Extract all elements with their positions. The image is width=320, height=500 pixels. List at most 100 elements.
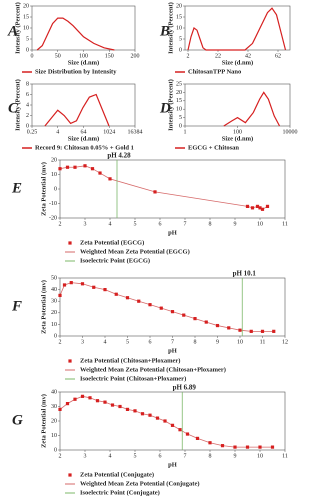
legend-label: Weighted Mean Zeta Potential (EGCG) (80, 248, 190, 255)
x-tick-label: 1024 (103, 129, 115, 135)
isoelectric-label: pH 10.1 (233, 270, 257, 278)
y-tick-label: 40 (51, 389, 57, 395)
series-line (36, 17, 115, 51)
x-tick-label: 2 (59, 339, 62, 345)
y-tick-label: 5 (26, 36, 29, 42)
x-tick-label: 3 (81, 339, 84, 345)
x-tick-label: 4 (109, 221, 112, 227)
y-tick-label: 10 (51, 433, 57, 439)
x-tick-label: 50 (55, 53, 61, 59)
x-tick-label: 62 (275, 53, 281, 59)
x-axis-label: Size (d.nm) (68, 135, 99, 142)
y-tick-label: 5 (179, 115, 182, 121)
x-axis-label: Size (d.nm) (68, 59, 99, 66)
y-tick-label: -20 (49, 215, 57, 221)
isoelectric-label: pH 4.28 (107, 152, 131, 160)
series-line (44, 93, 110, 127)
data-point (258, 445, 262, 449)
y-tick-label: 8 (26, 81, 29, 87)
x-axis-label: Size (d.nm) (222, 59, 253, 66)
data-point (69, 281, 73, 285)
data-point (148, 413, 152, 417)
data-point (155, 416, 160, 420)
legend-label: Zeta Potential (Chitosan+Ploxamer) (80, 357, 180, 364)
y-axis-label: Intensity (Percent) (14, 2, 21, 54)
data-point (220, 444, 225, 448)
x-tick-label: 200 (131, 53, 140, 59)
data-point (265, 204, 270, 208)
x-tick-label: 11 (282, 221, 288, 227)
y-tick-label: 10 (51, 322, 57, 328)
data-point (73, 397, 77, 401)
x-tick-label: 2 (59, 453, 62, 459)
data-point (260, 329, 265, 333)
data-point (73, 165, 77, 169)
y-tick-label: 20 (176, 3, 182, 9)
x-tick-label: 10 (237, 339, 243, 345)
y-tick-label: 15 (23, 14, 29, 20)
x-tick-label: 8 (209, 221, 212, 227)
x-tick-label: 10 (257, 221, 263, 227)
y-tick-label: 10 (176, 107, 182, 113)
data-point (227, 326, 231, 330)
x-tick-label: 11 (282, 453, 288, 459)
y-axis-label: Zeta Potential (mv) (40, 162, 47, 216)
legend-swatch (68, 359, 72, 363)
plot-frame (184, 5, 291, 51)
x-tick-label: 22 (215, 53, 221, 59)
y-tick-label: 15 (176, 14, 182, 20)
y-tick-label: 6 (26, 92, 29, 98)
x-tick-label: 0.25 (27, 129, 38, 135)
x-tick-label: 5 (134, 453, 137, 459)
data-point (125, 296, 130, 300)
x-tick-label: 9 (234, 221, 237, 227)
y-tick-label: 0 (26, 123, 29, 129)
x-tick-label: 9 (234, 453, 237, 459)
panel-letter: A (7, 23, 18, 39)
data-point (95, 399, 100, 403)
legend-label: Size Distribution by Intensity (35, 68, 117, 75)
x-tick-label: 12 (282, 339, 288, 345)
legend-label: Weighted Mean Zeta Potential (Chitosan+P… (80, 366, 226, 373)
data-point (233, 445, 237, 449)
data-point (178, 428, 182, 432)
series-line (187, 7, 287, 51)
legend-label: Zeta Potential (EGCG) (80, 239, 144, 246)
y-tick-label: 0 (26, 47, 29, 53)
x-tick-label: 5 (134, 221, 137, 227)
data-point (159, 306, 163, 310)
data-point (65, 165, 70, 169)
x-tick-label: 150 (105, 53, 114, 59)
data-point (103, 400, 107, 404)
x-tick-label: 0 (31, 53, 34, 59)
y-tick-label: 25 (176, 81, 182, 87)
panel-letter: D (159, 100, 171, 116)
x-axis-label: pH (168, 229, 177, 236)
y-axis-label: Intensity (Percent) (14, 79, 21, 131)
data-point (260, 207, 265, 211)
legend-label: EGCG + Chitosan (188, 144, 239, 151)
x-axis-label: Size (d.nm) (222, 135, 253, 142)
x-tick-label: 64 (81, 129, 87, 135)
mean-line (59, 282, 274, 332)
x-tick-label: 7 (184, 453, 187, 459)
x-axis-label: pH (168, 347, 177, 354)
x-tick-label: 6 (149, 339, 152, 345)
y-tick-label: 50 (51, 275, 57, 281)
data-point (58, 167, 62, 171)
y-tick-label: 0 (54, 186, 57, 192)
x-tick-label: 100 (233, 129, 242, 135)
data-point (103, 288, 107, 292)
legend-label: Zeta Potential (Conjugate) (80, 471, 154, 478)
y-axis-label: Zeta Potential (mv) (40, 394, 47, 448)
x-tick-label: 4 (109, 453, 112, 459)
y-tick-label: 5 (179, 36, 182, 42)
data-point (80, 394, 85, 398)
data-point (170, 423, 175, 427)
x-tick-label: 7 (171, 339, 174, 345)
data-point (98, 171, 102, 175)
data-point (193, 317, 197, 321)
data-point (65, 402, 70, 406)
x-tick-label: 42 (245, 53, 251, 59)
x-tick-label: 4 (104, 339, 107, 345)
